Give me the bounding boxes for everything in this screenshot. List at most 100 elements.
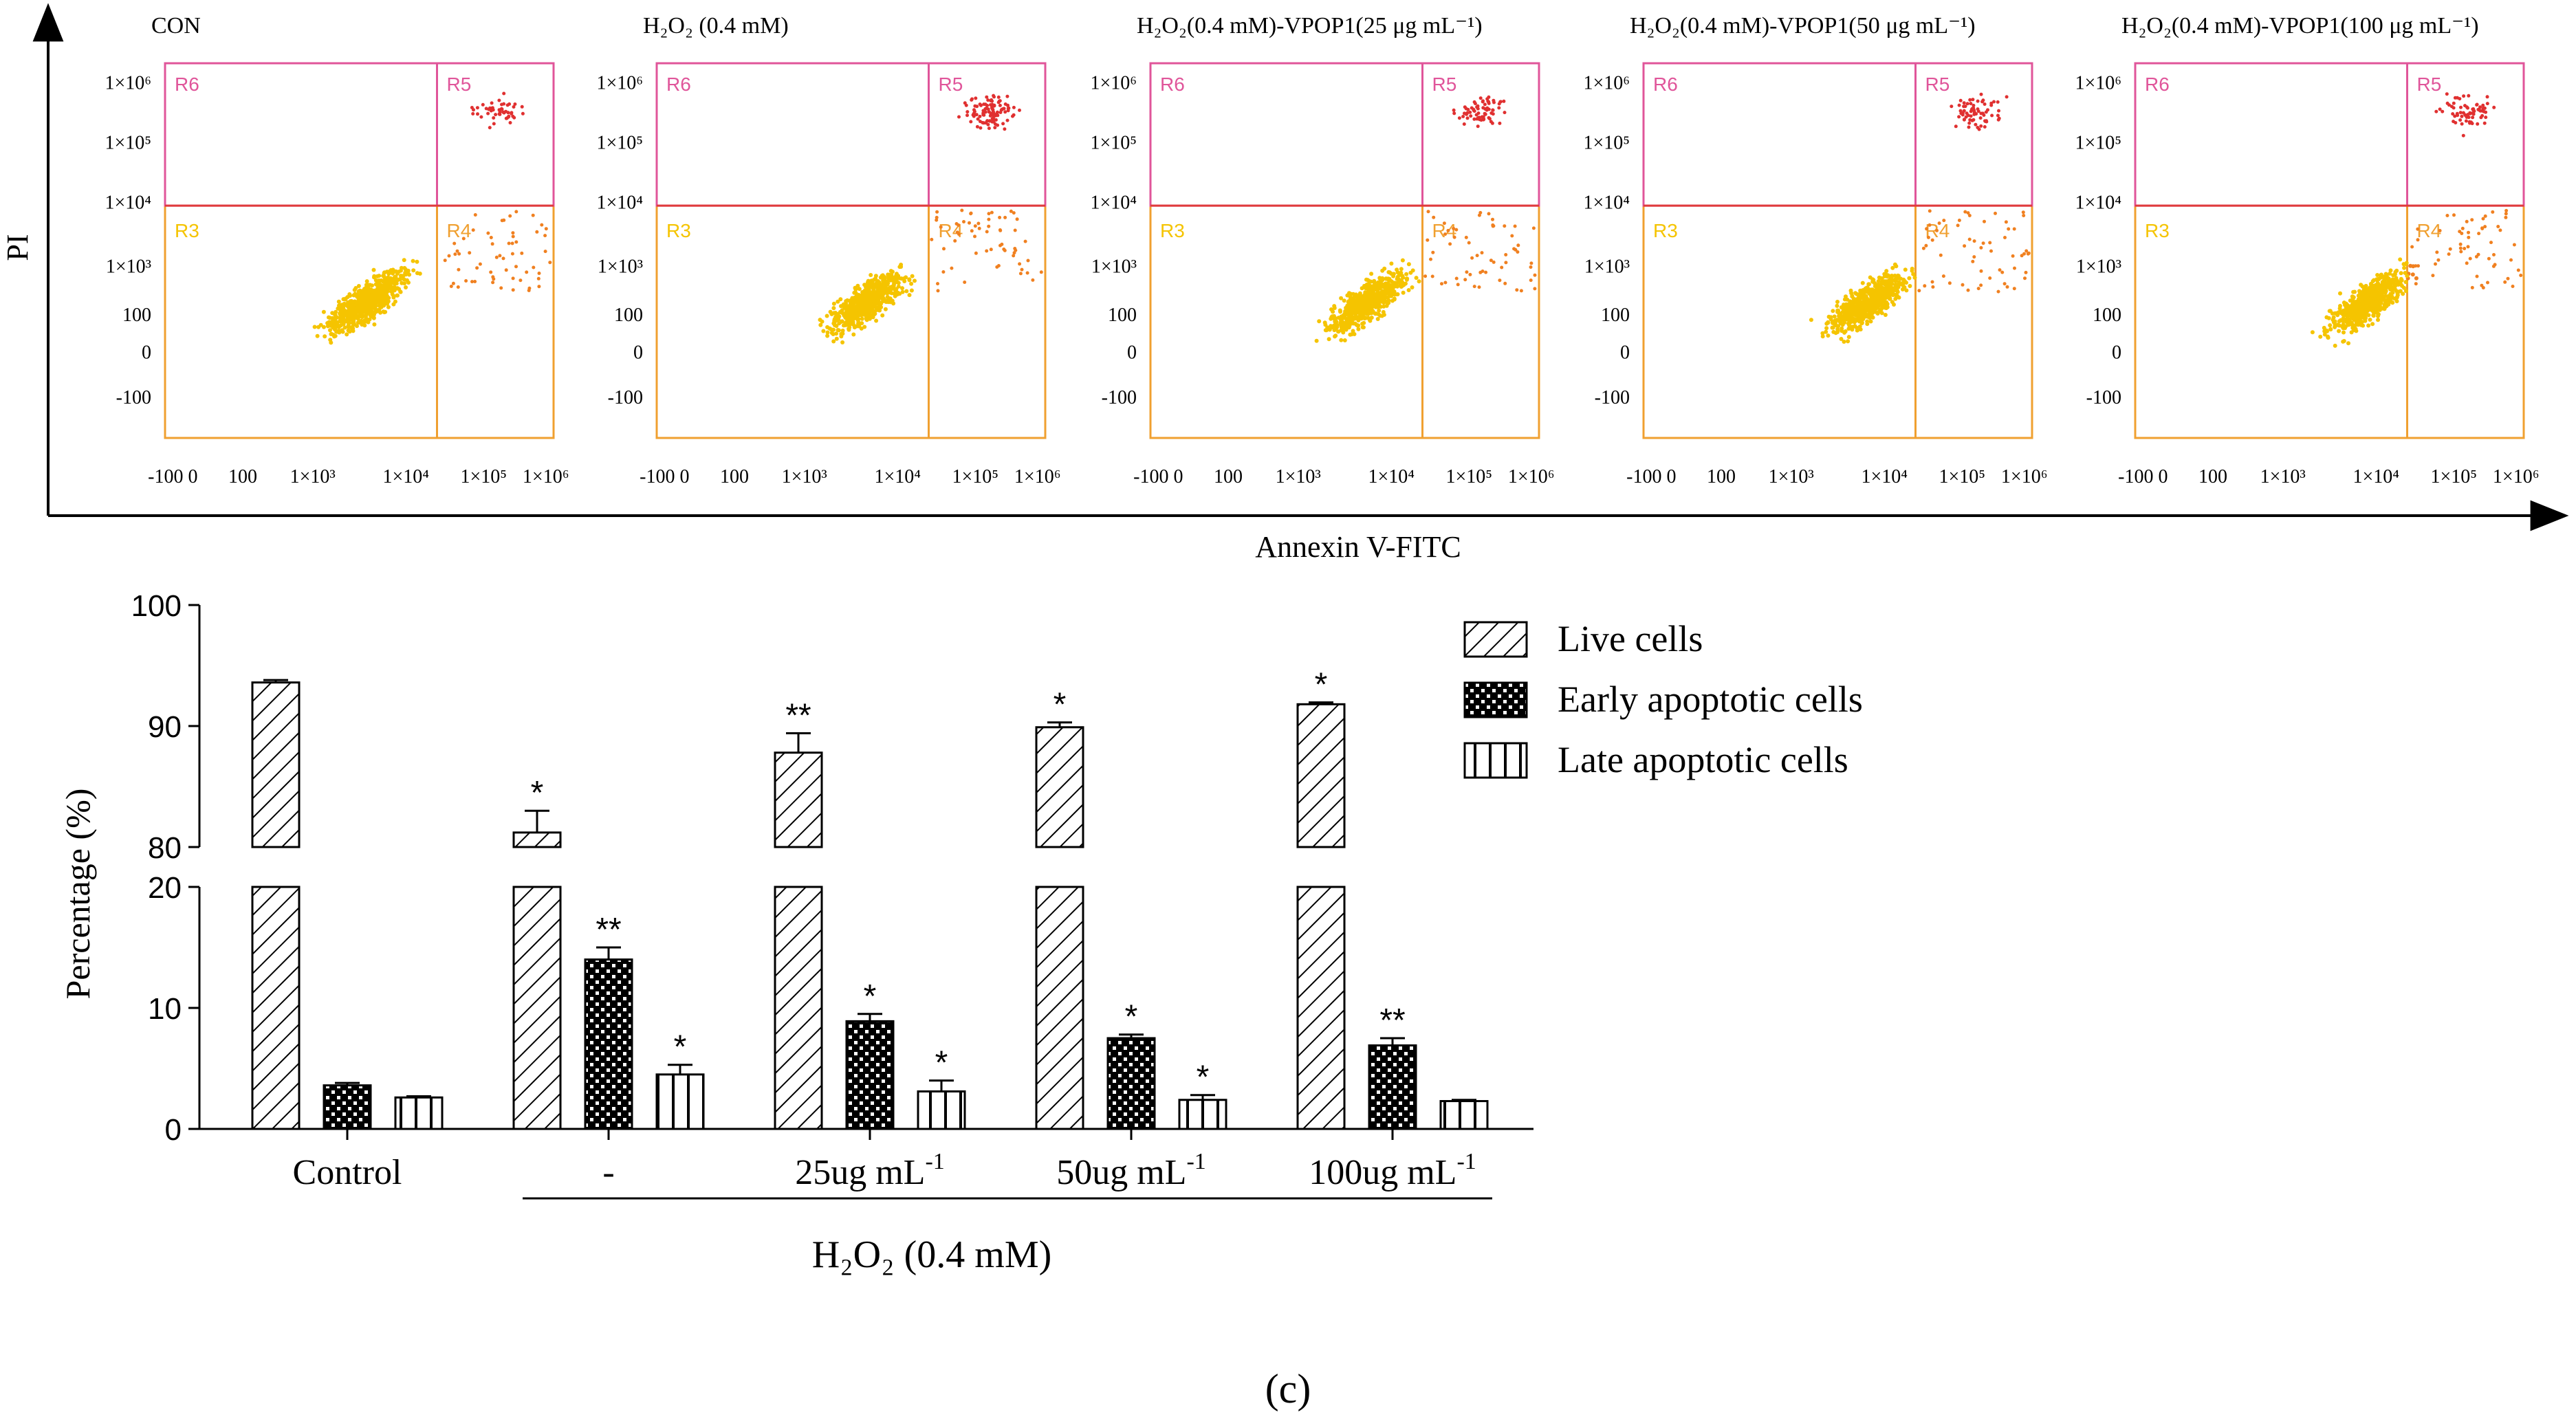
significance-marker: * xyxy=(1125,999,1138,1035)
region-label-r6: R6 xyxy=(175,74,199,95)
flow-y-tick: 1×10⁶ xyxy=(1583,72,1630,94)
flow-y-tick: 1×10³ xyxy=(1091,256,1137,277)
flow-x-tick: 1×10⁵ xyxy=(1939,466,1986,487)
flow-y-tick: 100 xyxy=(614,305,643,326)
flow-scatter-points xyxy=(312,91,552,345)
bar: * xyxy=(845,978,895,1130)
flow-x-tick: 1×10⁶ xyxy=(523,466,569,487)
legend-item: Early apoptotic cells xyxy=(1463,679,1863,720)
flow-x-tick: 1×10³ xyxy=(290,466,336,487)
significance-marker: * xyxy=(1197,1059,1210,1096)
flow-plot-area xyxy=(1642,62,2033,439)
flow-x-tick: 1×10⁶ xyxy=(1014,466,1061,487)
bar xyxy=(323,1081,372,1130)
region-label-r3: R3 xyxy=(2145,220,2170,241)
legend-label: Early apoptotic cells xyxy=(1558,679,1863,720)
flow-panels: CON R6 R5 R3 R4 1×10⁶ 1×10⁵ 1×10⁴ 1×10³ 100 0 -100 -… xyxy=(105,13,2539,487)
flow-y-tick: 1×10⁴ xyxy=(1583,193,1630,214)
significance-marker: ** xyxy=(596,912,621,948)
flow-x-tick: 100 xyxy=(720,466,749,487)
y-tick-label: 100 xyxy=(131,589,182,623)
flow-y-tick: -100 xyxy=(608,387,643,408)
flow-y-tick: -100 xyxy=(116,387,151,408)
legend-label: Live cells xyxy=(1558,618,1703,659)
bar: * xyxy=(1106,999,1156,1130)
flow-y-tick: -100 xyxy=(2086,387,2121,408)
flow-x-tick: 1×10⁶ xyxy=(1508,466,1555,487)
flow-plot-area xyxy=(655,62,1047,439)
flow-y-tick: 1×10³ xyxy=(2076,256,2121,277)
legend-label: Late apoptotic cells xyxy=(1558,739,1848,780)
flow-y-tick: 1×10⁶ xyxy=(596,72,643,94)
flow-y-tick: 0 xyxy=(142,342,151,364)
region-label-r5: R5 xyxy=(939,74,963,95)
flow-x-tick: 1×10³ xyxy=(1276,466,1321,487)
flow-x-tick: 1×10⁴ xyxy=(2353,466,2400,487)
x-tick-label: - xyxy=(602,1153,614,1192)
flow-x-tick: -100 0 xyxy=(2118,466,2168,487)
region-label-r3: R3 xyxy=(175,220,199,241)
pi-axis-label: PI xyxy=(1,234,34,261)
flow-y-tick: 100 xyxy=(2093,305,2121,326)
flow-x-tick: 1×10³ xyxy=(2260,466,2306,487)
flow-cytometry-section: PI Annexin V-FITC CON R6 R5 R3 R4 1×10⁶ 1×10⁵ 1… xyxy=(1,3,2569,564)
bar: * xyxy=(1035,687,1084,1130)
significance-marker: * xyxy=(1315,667,1328,703)
flow-scatter-points xyxy=(1809,92,2031,344)
flow-y-tick: -100 xyxy=(1102,387,1137,408)
flow-x-tick: 1×10⁴ xyxy=(1368,466,1415,487)
flow-y-tick: 1×10⁴ xyxy=(1090,193,1137,214)
flow-y-tick: 1×10⁴ xyxy=(2075,193,2121,214)
significance-marker: * xyxy=(674,1029,687,1066)
flow-y-tick: 1×10⁶ xyxy=(1090,72,1137,94)
bar: ** xyxy=(774,698,823,1130)
region-label-r5: R5 xyxy=(1432,74,1457,95)
bar-series: ************** xyxy=(251,667,1489,1130)
flow-y-tick: 0 xyxy=(1620,342,1630,364)
region-label-r4: R4 xyxy=(447,220,472,241)
flow-x-tick: 1×10⁵ xyxy=(461,466,507,487)
bar: * xyxy=(917,1045,966,1130)
significance-marker: * xyxy=(864,978,877,1015)
flow-x-tick: 100 xyxy=(2198,466,2227,487)
significance-marker: * xyxy=(935,1045,948,1081)
legend-item: Live cells xyxy=(1463,618,1703,659)
flow-x-tick: -100 0 xyxy=(1626,466,1676,487)
flow-plot-area xyxy=(1149,62,1540,439)
figure-label: (c) xyxy=(1265,1366,1311,1411)
flow-x-tick: 1×10⁵ xyxy=(2431,466,2478,487)
flow-scatter-points xyxy=(2310,92,2523,348)
region-label-r6: R6 xyxy=(666,74,691,95)
bar: * xyxy=(1296,667,1346,1130)
region-label-r4: R4 xyxy=(2417,220,2442,241)
region-label-r4: R4 xyxy=(939,220,963,241)
significance-marker: ** xyxy=(1379,1002,1405,1039)
x-tick-label: 25ug mL-1 xyxy=(795,1149,945,1192)
flow-y-tick: 1×10⁵ xyxy=(596,132,643,153)
region-label-r5: R5 xyxy=(2417,74,2442,95)
region-label-r5: R5 xyxy=(1925,74,1950,95)
region-label-r3: R3 xyxy=(1160,220,1185,241)
flow-panel-5: H₂O₂(0.4 mM)-VPOP1(100 μg mL⁻¹) R6 R5 R3 R4 1… xyxy=(2075,13,2539,487)
flow-y-tick: 100 xyxy=(1108,305,1137,326)
flow-x-tick: 1×10⁵ xyxy=(1446,466,1493,487)
flow-y-tick: 100 xyxy=(1601,305,1630,326)
x-tick-label: 100ug mL-1 xyxy=(1309,1149,1476,1192)
flow-panel-1: CON R6 R5 R3 R4 1×10⁶ 1×10⁵ 1×10⁴ 1×10³ 100 0 -100 -… xyxy=(105,13,569,487)
flow-x-tick: 100 xyxy=(228,466,257,487)
region-label-r5: R5 xyxy=(447,74,472,95)
flow-x-tick: 1×10³ xyxy=(782,466,827,487)
flow-x-tick: 1×10⁴ xyxy=(875,466,921,487)
y-axis-label: Percentage (%) xyxy=(58,789,97,1000)
flow-y-tick: 1×10⁵ xyxy=(1090,132,1137,153)
flow-x-tick: 1×10⁶ xyxy=(2001,466,2048,487)
flow-scatter-points xyxy=(1314,95,1537,343)
legend-swatch xyxy=(1463,621,1528,658)
group-label: H₂O₂ (0.4 mM) xyxy=(812,1233,1052,1276)
flow-panel-2: H₂O₂ (0.4 mM) R6 R5 R3 R4 1×10⁶ 1×10⁵ 1×10⁴ 1×10… xyxy=(596,13,1060,487)
flow-plot-area xyxy=(2134,62,2525,439)
flow-x-tick: 1×10³ xyxy=(1769,466,1814,487)
bar xyxy=(1439,1099,1489,1130)
